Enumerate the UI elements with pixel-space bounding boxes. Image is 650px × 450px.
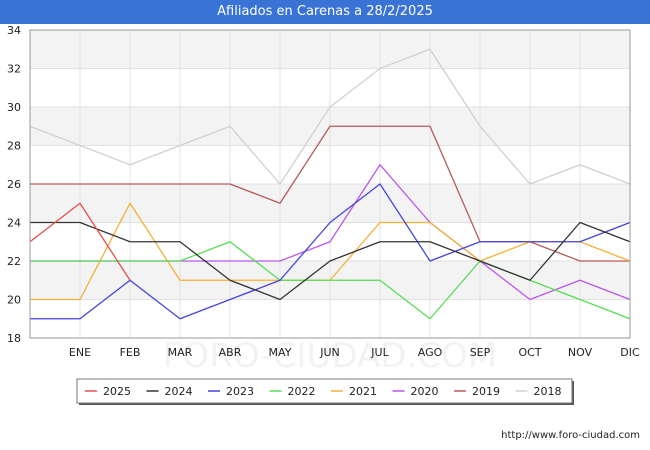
series-line-2024 bbox=[30, 221, 631, 301]
x-tick-label: FEB bbox=[120, 346, 141, 359]
legend-label-2021: 2021 bbox=[349, 385, 377, 398]
y-tick-label: 30 bbox=[7, 101, 21, 114]
y-tick-label: 32 bbox=[7, 63, 21, 76]
legend-label-2018: 2018 bbox=[534, 385, 562, 398]
x-tick-label: OCT bbox=[518, 346, 541, 359]
legend: 2025 2024 2023 2022 2021 2020 2019 2018 bbox=[76, 378, 574, 405]
x-tick-label: ABR bbox=[219, 346, 242, 359]
x-tick-label: AGO bbox=[418, 346, 443, 359]
y-tick-label: 18 bbox=[7, 332, 21, 345]
series-line-2018 bbox=[29, 48, 631, 185]
y-tick-label: 26 bbox=[7, 178, 21, 191]
x-tick-label: SEP bbox=[470, 346, 491, 359]
y-tick-label: 22 bbox=[7, 255, 21, 268]
x-tick-label: JUN bbox=[319, 346, 340, 359]
series-lines bbox=[29, 48, 631, 320]
legend-label-2025: 2025 bbox=[103, 385, 131, 398]
series-line-2025 bbox=[29, 202, 131, 281]
legend-label-2023: 2023 bbox=[226, 385, 254, 398]
legend-label-2024: 2024 bbox=[165, 385, 193, 398]
x-axis-ticks: ENE FEB MAR ABR MAY JUN JUL AGO SEP OCT NOV DIC bbox=[69, 346, 640, 359]
plot-frame bbox=[29, 29, 631, 339]
chart-title: Afiliados en Carenas a 28/2/2025 bbox=[217, 4, 433, 19]
footer-url: http://www.foro-ciudad.com bbox=[501, 430, 640, 441]
x-tick-label: MAR bbox=[168, 346, 193, 359]
y-axis-ticks: 18 20 22 24 26 28 30 32 34 bbox=[7, 24, 21, 345]
legend-label-2020: 2020 bbox=[411, 385, 439, 398]
y-tick-label: 28 bbox=[7, 140, 21, 153]
x-tick-label: DIC bbox=[620, 346, 640, 359]
y-tick-label: 24 bbox=[7, 217, 21, 230]
title-bar bbox=[0, 0, 650, 24]
x-tick-label: ENE bbox=[69, 346, 91, 359]
x-tick-label: MAY bbox=[269, 346, 292, 359]
legend-label-2022: 2022 bbox=[288, 385, 316, 398]
legend-box bbox=[76, 378, 573, 404]
y-tick-label: 34 bbox=[7, 24, 21, 37]
x-tick-label: NOV bbox=[568, 346, 593, 359]
legend-label-2019: 2019 bbox=[472, 385, 500, 398]
x-tick-label: JUL bbox=[370, 346, 389, 359]
y-tick-label: 20 bbox=[7, 294, 21, 307]
watermark: FORO-CIUDAD.COM bbox=[163, 336, 497, 376]
